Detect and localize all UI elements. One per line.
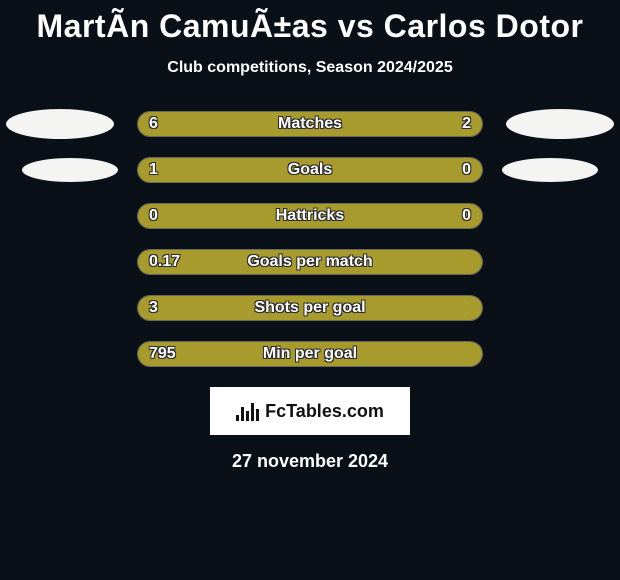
stat-row: Min per goal795 xyxy=(0,341,620,367)
stat-bar-track xyxy=(137,203,483,229)
stat-bar-track xyxy=(137,111,483,137)
stat-row: Goals per match0.17 xyxy=(0,249,620,275)
date-label: 27 november 2024 xyxy=(0,451,620,472)
player1-bar xyxy=(138,112,396,136)
player2-avatar-placeholder xyxy=(506,109,614,139)
stat-bar-track xyxy=(137,295,483,321)
player2-bar xyxy=(396,158,482,182)
player1-bar xyxy=(138,204,482,228)
brand-text: FcTables.com xyxy=(265,401,384,422)
page-title: MartÃ­n CamuÃ±as vs Carlos Dotor xyxy=(0,0,620,45)
stat-row: Goals10 xyxy=(0,157,620,183)
player1-bar xyxy=(138,250,482,274)
stat-row: Shots per goal3 xyxy=(0,295,620,321)
player1-bar xyxy=(138,342,482,366)
stat-bar-track xyxy=(137,341,483,367)
comparison-chart: Matches62 Goals10 Hattricks00 Goals per mat… xyxy=(0,111,620,367)
bar-chart-icon xyxy=(236,401,259,421)
stat-row: Hattricks00 xyxy=(0,203,620,229)
subtitle: Club competitions, Season 2024/2025 xyxy=(0,59,620,77)
stat-row: Matches62 xyxy=(0,111,620,137)
player1-bar xyxy=(138,296,482,320)
stat-bar-track xyxy=(137,157,483,183)
player2-bar xyxy=(396,112,482,136)
brand-badge: FcTables.com xyxy=(210,387,410,435)
player1-avatar-placeholder xyxy=(6,109,114,139)
player1-avatar-placeholder xyxy=(22,158,118,182)
stat-bar-track xyxy=(137,249,483,275)
player1-bar xyxy=(138,158,396,182)
player2-avatar-placeholder xyxy=(502,158,598,182)
